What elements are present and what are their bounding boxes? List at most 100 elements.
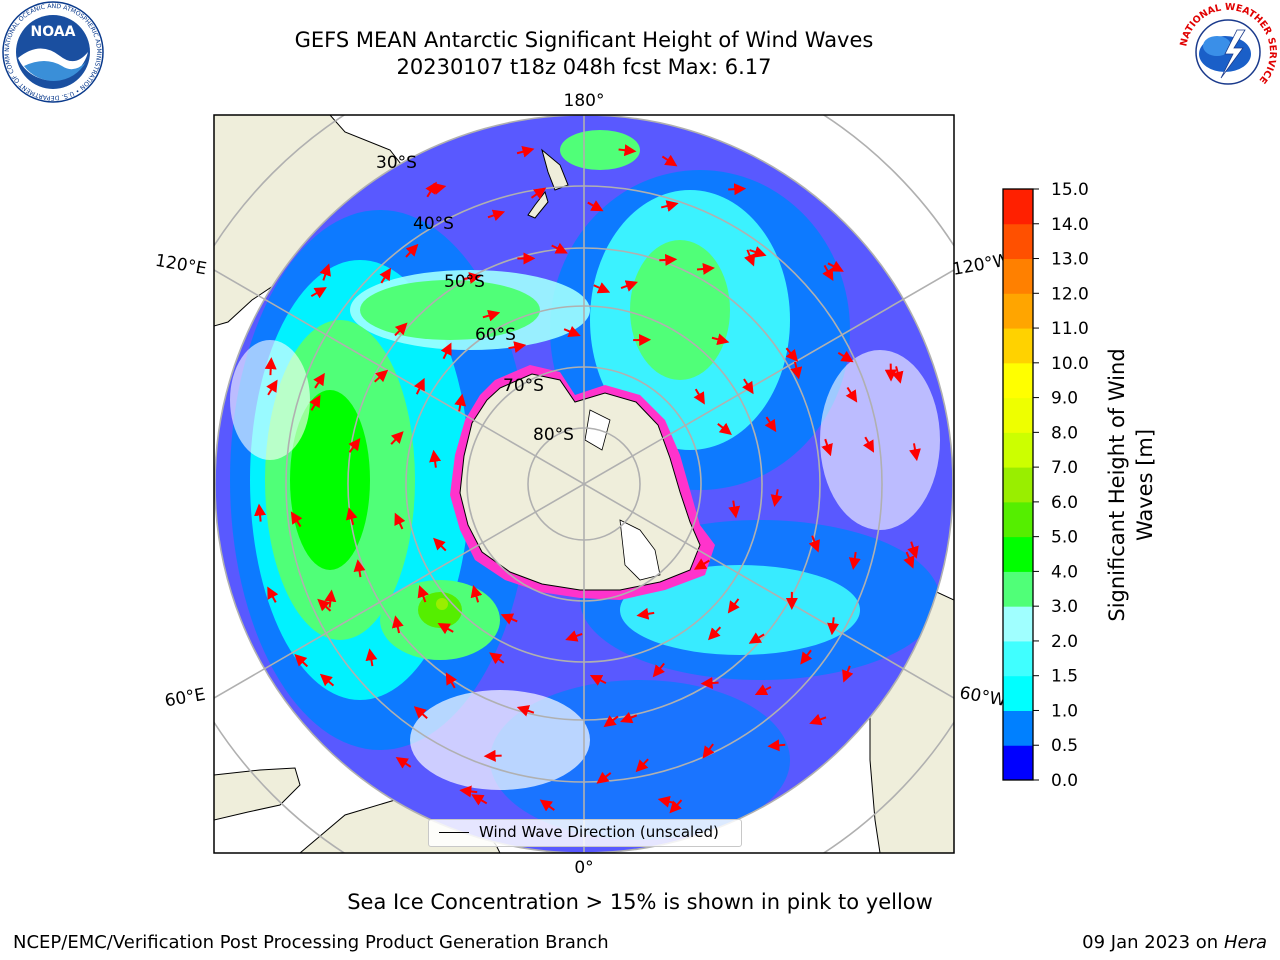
wave-direction-arrow xyxy=(345,507,358,526)
wave-direction-arrow xyxy=(593,282,611,294)
wave-direction-arrow xyxy=(516,705,535,717)
noaa-logo-label: NOAA xyxy=(31,24,76,40)
wave-direction-arrow xyxy=(708,626,722,641)
chart-subtitle: 20230107 t18z 048h fcst Max: 6.17 xyxy=(396,55,772,79)
wave-direction-arrow xyxy=(565,630,583,642)
colorbar-tick-label: 5.0 xyxy=(1051,528,1078,548)
wave-direction-arrow xyxy=(313,372,325,389)
wave-direction-arrow xyxy=(748,632,765,644)
wave-direction-arrow xyxy=(767,739,786,752)
noaa-logo: NATIONAL OCEANIC AND ATMOSPHERIC ADMINIS… xyxy=(0,0,104,103)
wave-direction-arrow xyxy=(290,511,303,528)
wave-direction-arrow xyxy=(764,416,777,433)
wave-direction-arrow xyxy=(294,654,309,668)
label-60s: 60°S xyxy=(475,325,516,345)
legend-line-swatch xyxy=(439,832,469,834)
wave-direction-arrow xyxy=(413,377,425,395)
wave-direction-arrow xyxy=(417,585,429,603)
wave-direction-arrow xyxy=(742,378,754,395)
wave-direction-arrow xyxy=(620,280,638,292)
wave-direction-arrow xyxy=(800,649,813,665)
wave-direction-arrow xyxy=(365,648,378,667)
wave-direction-arrow xyxy=(822,264,834,282)
wave-direction-arrow xyxy=(790,361,803,380)
colorbar-tick-label: 4.0 xyxy=(1051,562,1078,582)
wave-direction-arrow xyxy=(324,589,337,608)
label-180: 180° xyxy=(564,91,605,111)
wave-direction-arrow xyxy=(620,711,638,724)
colorbar-swatch xyxy=(1003,467,1033,503)
wave-direction-arrow xyxy=(391,615,404,634)
wave-direction-arrow xyxy=(319,263,331,281)
colorbar-swatch xyxy=(1003,571,1033,607)
colorbar-tick-label: 15.0 xyxy=(1051,180,1089,200)
nws-logo: NATIONAL WEATHER SERVICE xyxy=(1178,2,1278,100)
wave-direction-arrow xyxy=(433,537,447,552)
wave-direction-arrow xyxy=(463,272,482,284)
colorbar-tick-label: 13.0 xyxy=(1051,250,1089,270)
colorbar-tick-label: 6.0 xyxy=(1051,493,1078,513)
colorbar-tick-label: 3.0 xyxy=(1051,597,1078,617)
wave-direction-arrow xyxy=(596,771,612,784)
wave-direction-arrow xyxy=(516,145,535,158)
wave-direction-arrow xyxy=(842,665,854,683)
footer-credit: NCEP/EMC/Verification Post Processing Pr… xyxy=(13,932,609,953)
wave-direction-arrow xyxy=(471,794,488,806)
wave-direction-arrow xyxy=(727,598,740,614)
wave-direction-arrow xyxy=(728,500,741,519)
wave-direction-arrow xyxy=(693,558,710,570)
colorbar-swatch xyxy=(1003,293,1033,329)
colorbar-label-line2: Waves [m] xyxy=(1133,429,1157,541)
wave-direction-arrow xyxy=(661,154,678,167)
wave-direction-arrow xyxy=(379,267,392,284)
legend-entry: Wind Wave Direction (unscaled) xyxy=(479,823,719,841)
wave-direction-arrow xyxy=(319,673,335,687)
colorbar-swatch xyxy=(1003,189,1033,225)
wave-direction-arrow xyxy=(348,437,361,453)
wave-direction-arrow xyxy=(636,607,655,620)
colorbar-tick-label: 8.0 xyxy=(1051,423,1078,443)
wave-direction-arrow xyxy=(848,551,861,570)
wave-direction-arrow xyxy=(907,541,919,559)
colorbar-swatch xyxy=(1003,432,1033,468)
wave-direction-arrow xyxy=(395,757,412,769)
wave-direction-arrow xyxy=(909,443,921,462)
wave-direction-arrow xyxy=(429,449,442,468)
chart-title: GEFS MEAN Antarctic Significant Height o… xyxy=(294,28,874,52)
wave-direction-arrow xyxy=(711,333,730,346)
label-60e: 60°E xyxy=(163,685,207,712)
wave-direction-arrow xyxy=(862,436,875,453)
wave-direction-arrow xyxy=(696,262,715,275)
wave-direction-arrow xyxy=(587,200,604,212)
label-30s: 30°S xyxy=(376,153,417,173)
colorbar-tick-label: 1.5 xyxy=(1051,667,1078,687)
colorbar-swatch xyxy=(1003,362,1033,399)
colorbar-tick-label: 10.0 xyxy=(1051,354,1089,374)
wave-direction-arrow xyxy=(770,489,783,507)
wave-direction-arrow xyxy=(551,242,568,254)
wave-direction-arrow xyxy=(470,585,483,603)
label-120e: 120°E xyxy=(154,251,208,280)
wave-direction-arrow xyxy=(508,341,527,353)
wave-direction-arrow xyxy=(728,183,747,196)
colorbar-swatch xyxy=(1003,640,1033,677)
wave-direction-arrow xyxy=(660,200,679,212)
wave-direction-arrow xyxy=(500,613,518,625)
wave-direction-arrow xyxy=(394,322,408,337)
colorbar-swatch xyxy=(1003,397,1033,433)
wave-direction-arrow xyxy=(267,586,279,603)
footer-host: Hera xyxy=(1223,932,1267,953)
wave-direction-arrow xyxy=(264,357,277,376)
footer-date: 09 Jan 2023 on Hera xyxy=(1082,932,1267,953)
wave-direction-arrow xyxy=(437,623,454,635)
wave-direction-arrow xyxy=(903,551,915,569)
wave-direction-arrow xyxy=(489,652,505,665)
wave-direction-arrow xyxy=(785,347,799,362)
wave-direction-arrow xyxy=(405,243,419,258)
wave-direction-arrow xyxy=(309,394,321,411)
label-40s: 40°S xyxy=(413,214,454,234)
wave-direction-arrow xyxy=(394,512,406,530)
wave-direction-arrow xyxy=(539,799,555,812)
label-0: 0° xyxy=(574,858,593,878)
wave-direction-arrow xyxy=(717,422,732,435)
